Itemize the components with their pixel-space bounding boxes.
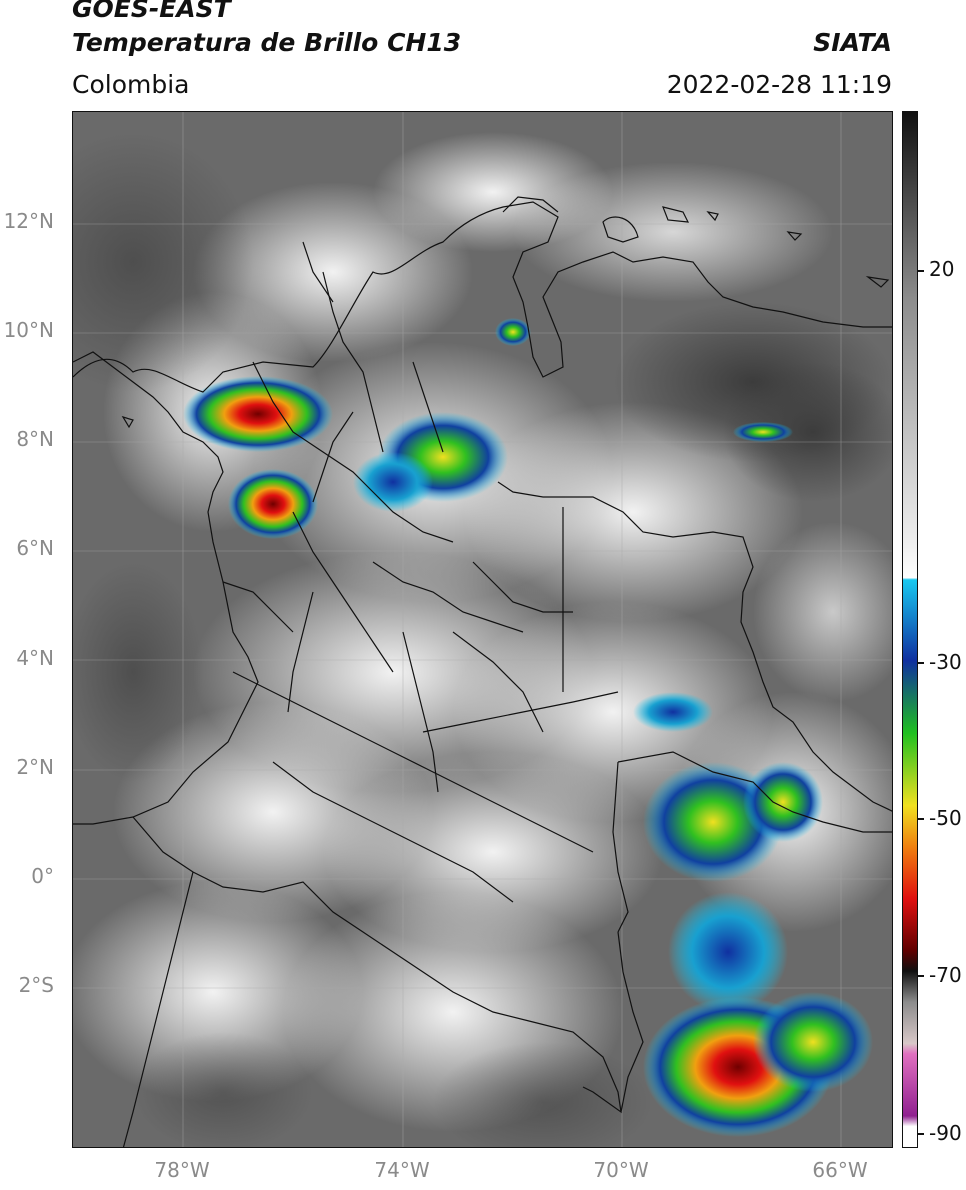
region-label: Colombia — [72, 70, 190, 99]
lon-label-66w: 66°W — [812, 1158, 868, 1182]
lat-label-10n: 10°N — [3, 318, 54, 342]
organization-label: SIATA — [813, 28, 892, 57]
temperature-colorbar — [902, 111, 918, 1148]
colorbar-label-20: 20 — [929, 257, 955, 281]
map-canvas — [73, 112, 892, 1147]
colorbar-label-minus30: -30 — [929, 650, 962, 674]
colorbar-tick — [918, 975, 924, 977]
lat-label-2s: 2°S — [18, 973, 54, 997]
title-satellite: GOES-EAST — [72, 0, 231, 23]
colorbar-label-minus50: -50 — [929, 806, 962, 830]
lon-label-70w: 70°W — [593, 1158, 649, 1182]
country-borders — [73, 196, 892, 1147]
dark-regions — [73, 132, 892, 1147]
lat-label-2n: 2°N — [16, 755, 54, 779]
graticule — [73, 112, 892, 1147]
lon-label-74w: 74°W — [374, 1158, 430, 1182]
lon-label-78w: 78°W — [154, 1158, 210, 1182]
title-product: Temperatura de Brillo CH13 — [72, 28, 462, 57]
timestamp-label: 2022-02-28 11:19 — [666, 70, 892, 99]
lat-label-6n: 6°N — [16, 536, 54, 560]
colorbar-label-minus70: -70 — [929, 963, 962, 987]
convective-cells — [183, 318, 873, 1137]
colorbar-tick — [918, 818, 924, 820]
lat-label-8n: 8°N — [16, 427, 54, 451]
lat-label-0: 0° — [31, 864, 54, 888]
colorbar-tick — [918, 662, 924, 664]
satellite-map[interactable] — [72, 111, 893, 1148]
colorbar-tick — [918, 1133, 924, 1135]
lat-label-12n: 12°N — [3, 209, 54, 233]
lat-label-4n: 4°N — [16, 646, 54, 670]
colorbar-tick — [918, 270, 924, 272]
colorbar-label-minus90: -90 — [929, 1121, 962, 1145]
